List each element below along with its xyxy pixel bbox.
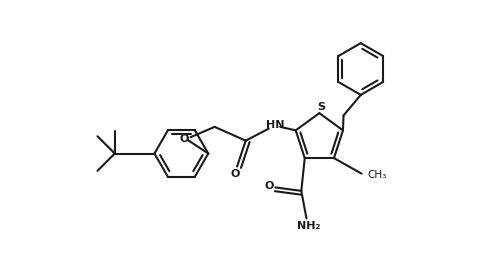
Text: CH₃: CH₃ xyxy=(368,170,387,180)
Text: O: O xyxy=(264,181,274,191)
Text: O: O xyxy=(231,169,240,179)
Text: O: O xyxy=(180,134,189,144)
Text: NH₂: NH₂ xyxy=(297,221,320,231)
Text: S: S xyxy=(317,102,325,112)
Text: HN: HN xyxy=(266,120,284,130)
